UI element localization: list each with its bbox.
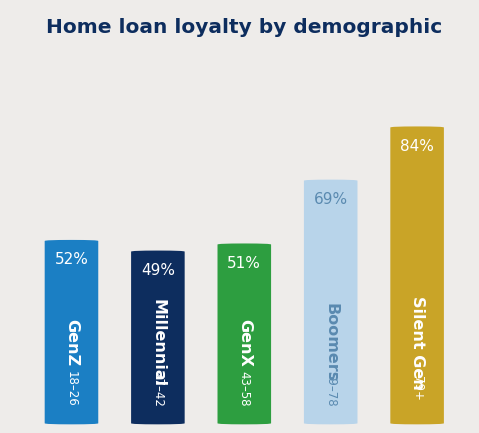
Text: Boomers: Boomers <box>323 303 338 382</box>
Text: 43–58: 43–58 <box>238 371 251 407</box>
Text: GenX: GenX <box>237 319 252 367</box>
Text: 59–78: 59–78 <box>324 371 337 407</box>
Text: 27–42: 27–42 <box>151 371 164 407</box>
FancyBboxPatch shape <box>131 251 185 424</box>
Text: 49%: 49% <box>141 263 175 278</box>
Text: 79+: 79+ <box>411 376 423 401</box>
FancyBboxPatch shape <box>304 180 357 424</box>
Text: GenZ: GenZ <box>64 319 79 366</box>
Text: Silent Gen: Silent Gen <box>410 296 424 390</box>
FancyBboxPatch shape <box>390 126 444 424</box>
Title: Home loan loyalty by demographic: Home loan loyalty by demographic <box>46 17 443 36</box>
FancyBboxPatch shape <box>217 243 271 424</box>
Text: 52%: 52% <box>55 252 89 267</box>
Text: 84%: 84% <box>400 139 434 154</box>
Text: 69%: 69% <box>314 192 348 207</box>
FancyBboxPatch shape <box>45 240 98 424</box>
Text: 18–26: 18–26 <box>65 371 78 407</box>
Text: Millennial: Millennial <box>150 299 165 387</box>
Text: 51%: 51% <box>228 256 261 271</box>
